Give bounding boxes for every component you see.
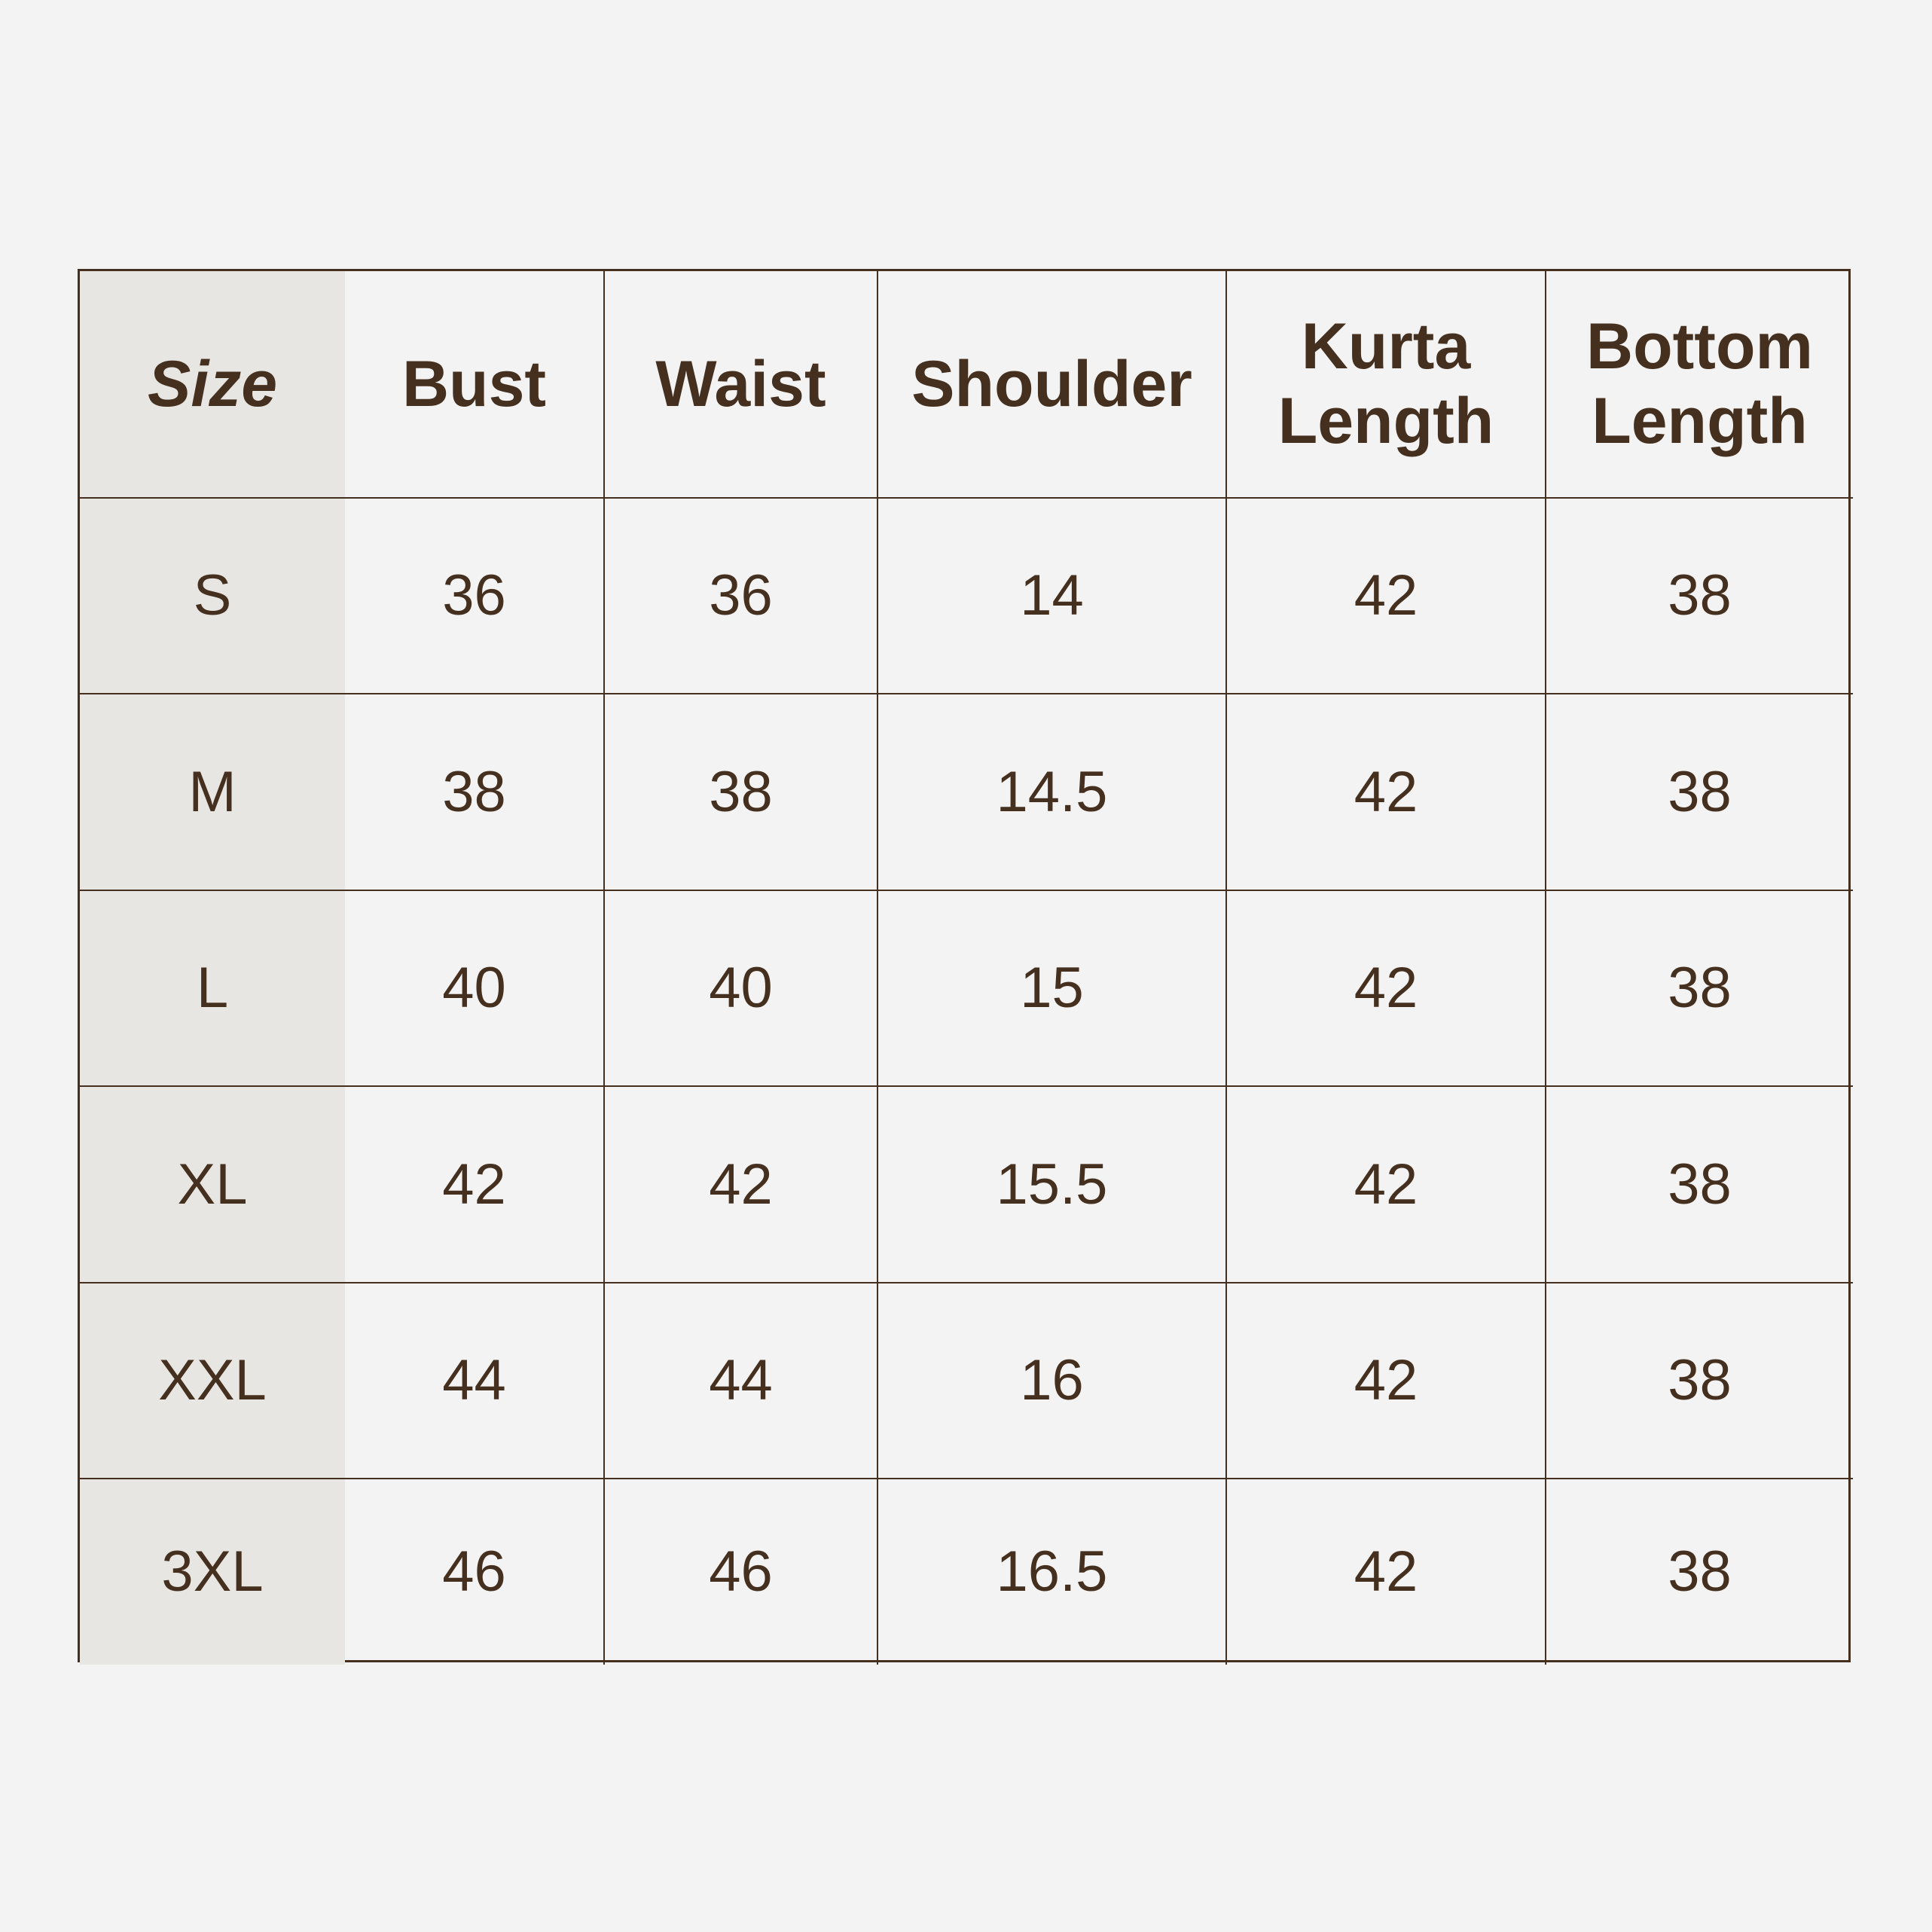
table-cell: 16.5 [878, 1479, 1227, 1665]
table-cell: 16 [878, 1283, 1227, 1479]
table-cell: 42 [605, 1087, 878, 1283]
column-header: Shoulder [878, 271, 1227, 499]
table-cell: 38 [1546, 1087, 1853, 1283]
table-cell: 46 [605, 1479, 878, 1665]
column-header: Kurta Length [1227, 271, 1546, 499]
table-cell: 38 [1668, 1540, 1732, 1604]
table-cell: 38 [1546, 694, 1853, 891]
size-label-cell: XL [80, 1087, 345, 1283]
table-cell: 42 [1227, 694, 1546, 891]
table-cell: 38 [1546, 499, 1853, 694]
table-cell: 44 [605, 1283, 878, 1479]
column-header: Bust [345, 271, 605, 499]
table-cell: 42 [1227, 1479, 1546, 1665]
size-label-cell: L [80, 891, 345, 1087]
table-cell: 44 [345, 1283, 605, 1479]
column-header: Size [80, 271, 345, 499]
size-label-cell: M [80, 694, 345, 891]
table-cell: 15 [878, 891, 1227, 1087]
table-cell: 14 [878, 499, 1227, 694]
table-cell: 46 [345, 1479, 605, 1665]
column-header: Bottom Length [1546, 271, 1853, 499]
table-cell: 14.5 [878, 694, 1227, 891]
size-label-cell: XXL [80, 1283, 345, 1479]
table-cell: 36 [345, 499, 605, 694]
table-cell: 40 [345, 891, 605, 1087]
table-cell: 42 [1227, 891, 1546, 1087]
table-cell: 38 [345, 694, 605, 891]
size-chart-table: Size Bust Waist Shoulder Kurta Length Bottom … [78, 269, 1853, 1665]
size-label-cell: 3XL [80, 1479, 345, 1665]
table-cell: 38 [1546, 1283, 1853, 1479]
table-cell: 38 [605, 694, 878, 891]
table-cell: 38 [1546, 891, 1853, 1087]
table-cell: 40 [605, 891, 878, 1087]
table-cell: 42 [1227, 1087, 1546, 1283]
table-cell: 36 [605, 499, 878, 694]
column-header: Waist [605, 271, 878, 499]
size-label-cell: S [80, 499, 345, 694]
table-cell: 42 [345, 1087, 605, 1283]
table-cell: 15.5 [878, 1087, 1227, 1283]
table-cell: 42 [1227, 499, 1546, 694]
table-cell: 42 [1227, 1283, 1546, 1479]
